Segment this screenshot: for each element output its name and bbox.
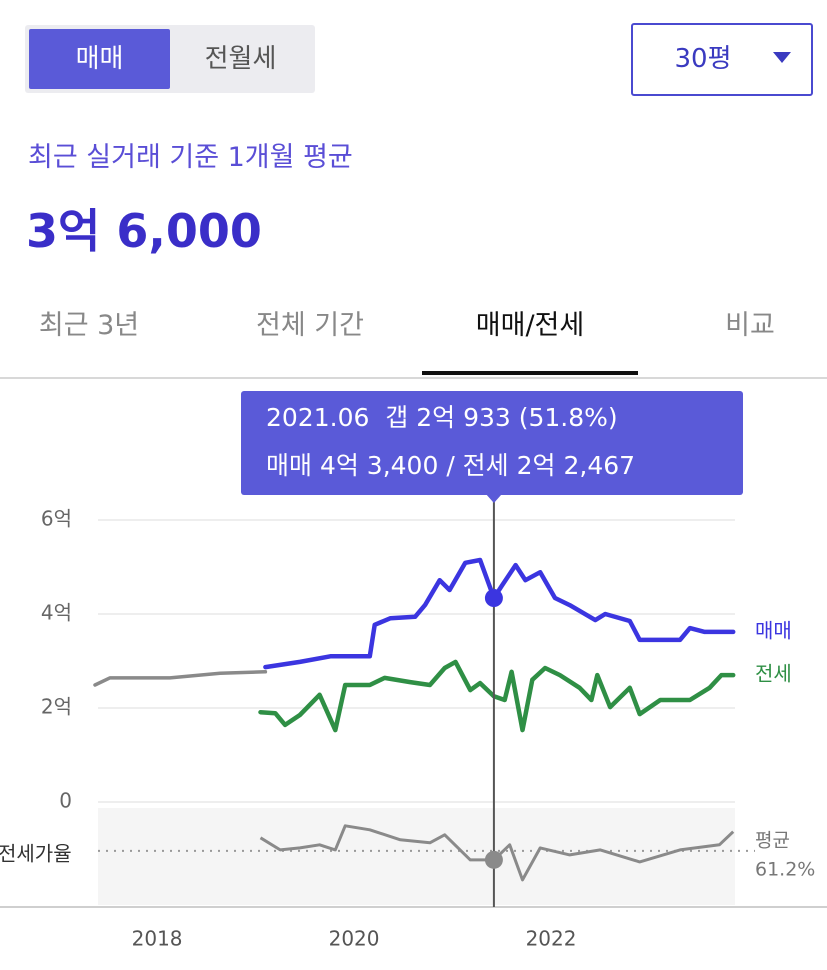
y-tick-label: 0 [59,789,72,813]
summary-price: 3억 6,000 [26,204,262,258]
size-select[interactable]: 30평 [631,23,813,96]
ratio-panel [98,808,735,905]
series-line [93,670,268,687]
trade-toggle: 매매 전월세 [25,25,315,93]
tooltip-text: 매매 4억 3,400 / 전세 2억 2,467 [266,451,635,480]
average-value: 61.2% [755,858,815,880]
select-arrow [773,52,791,63]
grid: 0 2억 4억 6억 2018 2020 2022 [41,507,735,951]
hover-dot [484,850,503,869]
tab[interactable]: 비교 [725,310,775,341]
series-line [263,557,736,670]
series-line [258,659,736,733]
toggle-option[interactable]: 매매 [29,29,170,89]
tooltip-text: 2021.06 갭 2억 933 (51.8%) [266,403,618,432]
tab[interactable]: 매매/전세 [475,310,585,341]
x-tick-label: 2020 [329,927,380,951]
overlay: 2021.06 갭 2억 933 (51.8%) 매매 4억 3,400 / 전세… [241,391,743,907]
tab-underline [422,371,638,375]
y-tick-label: 2억 [41,695,72,719]
series-label: 매매 [755,618,792,642]
x-tick-label: 2018 [132,927,183,951]
y-tick-label: 4억 [41,601,72,625]
hover-dot [484,589,503,608]
series-label: 전세 [755,662,792,686]
toggle-option[interactable]: 전월세 [204,44,277,74]
select-value: 30평 [674,44,732,74]
tooltip-pointer [485,494,502,503]
ratio-line [259,824,735,882]
tab[interactable]: 전체 기간 [256,310,364,341]
x-tick-label: 2022 [526,927,577,951]
tab[interactable]: 최근 3년 [38,310,140,341]
ratio-label: 전세가율 [0,841,72,865]
y-tick-label: 6억 [41,507,72,531]
tooltip-box [241,391,743,495]
summary-caption: 최근 실거래 기준 1개월 평균 [28,142,353,173]
average-label: 평균 [755,829,790,851]
